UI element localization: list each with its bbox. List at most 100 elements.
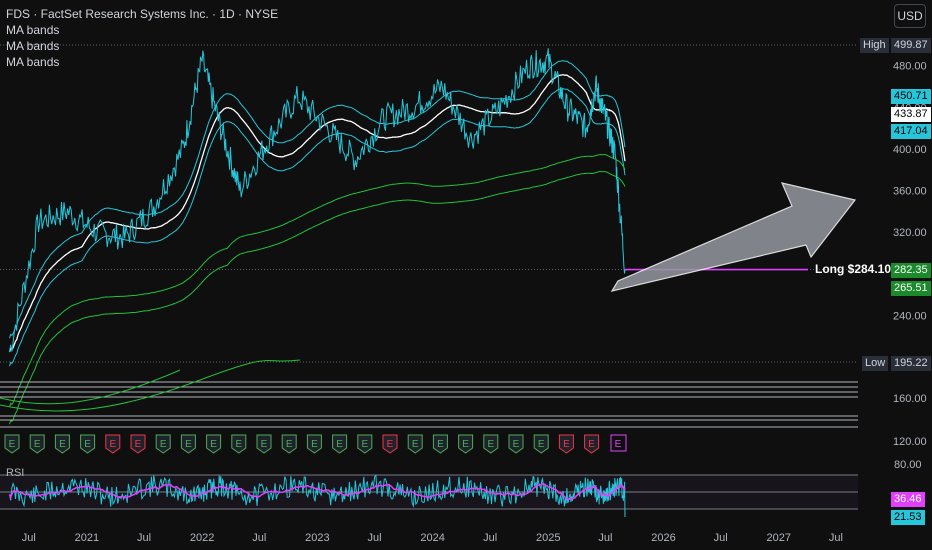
earnings-badge — [206, 434, 222, 454]
rsi-line — [9, 474, 626, 518]
time-tick: Jul — [22, 532, 36, 544]
earnings-badge-letter: E — [361, 439, 368, 450]
rsi-label[interactable]: RSI — [6, 467, 25, 479]
earnings-badge-letter: E — [487, 439, 494, 450]
upcoming-earnings-badge — [610, 434, 627, 452]
earnings-badge-letter: E — [563, 439, 570, 450]
earnings-badge-letter: E — [235, 439, 242, 450]
price-tick: 320.00 — [893, 227, 927, 239]
currency-button[interactable]: USD — [894, 4, 926, 28]
earnings-badge-letter: E — [336, 439, 343, 450]
time-tick: Jul — [483, 532, 497, 544]
price-tick: 240.00 — [893, 310, 927, 322]
earnings-badge-letter: E — [462, 439, 469, 450]
earnings-badge — [281, 434, 297, 454]
time-tick: Jul — [137, 532, 151, 544]
time-tick: Jul — [598, 532, 612, 544]
earnings-badge-letter: E — [311, 439, 318, 450]
upcoming-earnings-letter: E — [615, 439, 622, 450]
earnings-badge-letter: E — [34, 439, 41, 450]
earnings-badge-letter: E — [109, 439, 116, 450]
ma-band-mid — [8, 74, 626, 353]
earnings-badge-letter: E — [185, 439, 192, 450]
price-tick: 480.00 — [893, 61, 927, 73]
projection-arrow — [610, 182, 857, 292]
symbol-title[interactable]: FDS · FactSet Research Systems Inc. · 1D… — [6, 7, 279, 21]
price-tick: 360.00 — [893, 186, 927, 198]
time-tick: Jul — [829, 532, 843, 544]
long-band-lower-ext — [0, 359, 301, 412]
earnings-badge-letter: E — [538, 439, 545, 450]
earnings-badge — [584, 434, 600, 454]
earnings-badge — [256, 434, 272, 454]
time-tick: Jul — [714, 532, 728, 544]
earnings-badge — [357, 434, 373, 454]
low-label: Low — [862, 356, 889, 371]
rsi-axis-top: 80.00 — [894, 459, 922, 471]
earnings-badge-letter: E — [261, 439, 268, 450]
earnings-badge — [54, 434, 70, 454]
earnings-badge-letter: E — [412, 439, 419, 450]
time-tick: 2026 — [651, 532, 675, 544]
ma-band-lower — [9, 88, 626, 367]
time-tick: 2027 — [767, 532, 791, 544]
time-tick: 2022 — [190, 532, 214, 544]
earnings-badge — [130, 434, 146, 454]
earnings-badge-letter: E — [84, 439, 91, 450]
earnings-badge — [483, 434, 499, 454]
time-tick: Jul — [252, 532, 266, 544]
earnings-badge — [231, 434, 247, 454]
earnings-badge-letter: E — [9, 439, 16, 450]
rsi-ma-line — [8, 482, 626, 501]
earnings-badge — [180, 434, 196, 454]
rsi-ma-tag: 21.53 — [891, 510, 925, 525]
earnings-badge-letter: E — [588, 439, 595, 450]
earnings-badge — [29, 434, 45, 454]
high-value: 499.87 — [891, 38, 931, 53]
ma-band-mid-tag: 433.87 — [891, 107, 931, 122]
low-value: 195.22 — [891, 356, 931, 371]
earnings-badge — [332, 434, 348, 454]
time-tick: 2021 — [75, 532, 99, 544]
long-band-upper — [9, 154, 626, 408]
time-tick: 2025 — [536, 532, 560, 544]
earnings-badge — [458, 434, 474, 454]
earnings-badge-letter: E — [160, 439, 167, 450]
price-tick: 160.00 — [893, 393, 927, 405]
long-position-label[interactable]: Long $284.10 — [815, 262, 892, 276]
ma-band-upper — [9, 60, 626, 339]
earnings-badge — [80, 434, 96, 454]
time-tick: 2024 — [420, 532, 444, 544]
green-band-mid-tag: 282.35 — [891, 263, 931, 278]
price-tick: 400.00 — [893, 144, 927, 156]
indicator-ma-bands-3[interactable]: MA bands — [6, 55, 60, 69]
earnings-badge-letter: E — [135, 439, 142, 450]
earnings-badge-letter: E — [437, 439, 444, 450]
earnings-badge-letter: E — [210, 439, 217, 450]
long-band-upper-ext — [0, 369, 181, 405]
green-band-lower-tag: 265.51 — [891, 281, 931, 296]
earnings-badge — [105, 434, 121, 454]
earnings-badge — [306, 434, 322, 454]
earnings-badge-letter: E — [286, 439, 293, 450]
time-tick: Jul — [368, 532, 382, 544]
indicator-ma-bands-2[interactable]: MA bands — [6, 39, 60, 53]
price-tick: 120.00 — [893, 436, 927, 448]
price-line — [9, 48, 626, 353]
earnings-badge — [558, 434, 574, 454]
earnings-badge — [407, 434, 423, 454]
rsi-value-tag: 36.46 — [891, 492, 925, 507]
earnings-badge — [4, 434, 20, 454]
earnings-badge — [155, 434, 171, 454]
time-tick: 2023 — [305, 532, 329, 544]
earnings-badge — [533, 434, 549, 454]
earnings-badge — [382, 434, 398, 454]
long-band-lower — [9, 171, 626, 425]
earnings-badge-letter: E — [59, 439, 66, 450]
earnings-badge — [508, 434, 524, 454]
ma-band-lower-tag: 417.04 — [891, 124, 931, 139]
earnings-badge — [432, 434, 448, 454]
earnings-badge-letter: E — [387, 439, 394, 450]
indicator-ma-bands-1[interactable]: MA bands — [6, 23, 60, 37]
